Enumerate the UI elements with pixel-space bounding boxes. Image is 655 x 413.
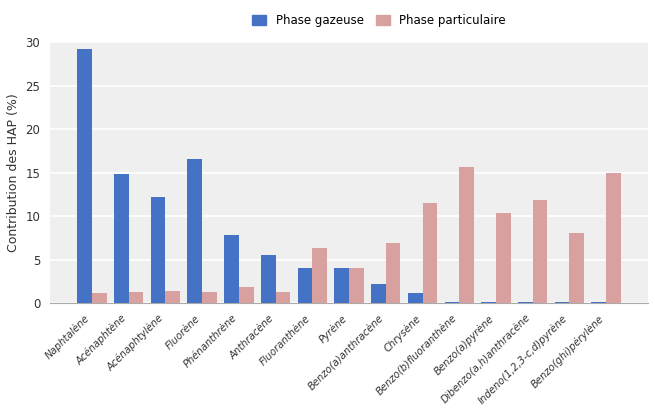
Bar bbox=[371, 284, 386, 303]
Bar bbox=[202, 292, 217, 303]
Bar bbox=[422, 203, 438, 303]
Bar bbox=[312, 249, 327, 303]
Bar bbox=[445, 301, 459, 303]
Legend: Phase gazeuse, Phase particulaire: Phase gazeuse, Phase particulaire bbox=[252, 14, 506, 27]
Bar bbox=[187, 159, 202, 303]
Bar bbox=[496, 213, 511, 303]
Bar bbox=[518, 302, 533, 303]
Bar bbox=[459, 167, 474, 303]
Bar bbox=[335, 268, 349, 303]
Bar bbox=[128, 292, 143, 303]
Bar bbox=[77, 49, 92, 303]
Bar bbox=[297, 268, 312, 303]
Bar bbox=[481, 301, 496, 303]
Bar bbox=[555, 302, 569, 303]
Bar bbox=[151, 197, 166, 303]
Bar bbox=[92, 293, 107, 303]
Bar bbox=[408, 293, 422, 303]
Bar bbox=[386, 243, 400, 303]
Bar bbox=[166, 291, 180, 303]
Bar bbox=[349, 268, 364, 303]
Bar bbox=[239, 287, 253, 303]
Bar bbox=[569, 233, 584, 303]
Bar bbox=[261, 254, 276, 303]
Bar bbox=[224, 235, 239, 303]
Bar bbox=[114, 174, 128, 303]
Bar bbox=[606, 173, 621, 303]
Bar bbox=[276, 292, 290, 303]
Y-axis label: Contribution des HAP (%): Contribution des HAP (%) bbox=[7, 93, 20, 252]
Bar bbox=[533, 200, 548, 303]
Bar bbox=[591, 302, 606, 303]
